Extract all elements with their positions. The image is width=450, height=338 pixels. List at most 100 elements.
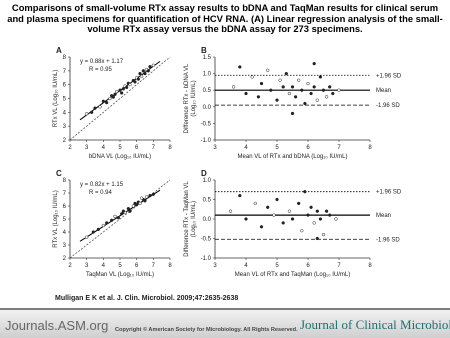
y-tick-label: 6 — [63, 83, 67, 89]
point — [231, 85, 236, 89]
point — [315, 209, 319, 213]
x-axis-label: Mean VL of RTx and TaqMan (Log₁₀ IU/mL) — [235, 272, 350, 278]
y-tick-label: 0.5 — [203, 198, 212, 204]
point — [334, 217, 338, 221]
x-tick-label: 6 — [135, 263, 139, 269]
annotation: R = 0.94 — [89, 190, 113, 196]
reference-label: +1.96 SD — [376, 190, 402, 196]
y-tick-label: 0.0 — [203, 105, 212, 111]
point — [315, 236, 319, 241]
point — [272, 213, 276, 217]
point — [108, 96, 112, 101]
footer-copyright: Copyright © American Society for Microbi… — [115, 326, 298, 333]
point — [120, 212, 124, 216]
x-tick-label: 2 — [68, 263, 72, 269]
y-tick-label: 4 — [63, 230, 67, 236]
point — [90, 110, 94, 114]
point — [269, 88, 273, 92]
point — [324, 209, 329, 213]
point — [121, 209, 125, 213]
figure-title: Comparisons of small-volume RTx assay re… — [7, 2, 443, 35]
y-tick-label: 6 — [63, 204, 67, 210]
point — [148, 193, 152, 198]
point — [98, 105, 102, 109]
panel-letter: D — [201, 169, 207, 178]
point — [238, 193, 242, 198]
y-tick-label: 7 — [63, 191, 67, 197]
point — [228, 209, 233, 213]
point — [85, 235, 89, 239]
point — [290, 85, 295, 89]
point — [256, 95, 261, 99]
point — [151, 192, 155, 196]
y-tick-label: 0.5 — [203, 88, 212, 94]
point — [116, 216, 120, 220]
x-tick-label: 8 — [368, 145, 372, 151]
point — [287, 209, 292, 213]
footer-site: Journals.ASM.org — [5, 318, 108, 333]
point — [148, 65, 152, 69]
point — [321, 232, 326, 237]
x-tick-label: 7 — [337, 145, 341, 151]
point — [141, 69, 145, 73]
y-tick-label: -1.0 — [201, 256, 212, 262]
point — [297, 201, 301, 206]
point — [101, 99, 105, 103]
point — [111, 95, 115, 99]
x-tick-label: 6 — [306, 145, 310, 151]
point — [250, 75, 254, 79]
point — [290, 217, 295, 221]
x-tick-label: 4 — [244, 145, 248, 151]
point — [133, 201, 137, 206]
citation: Mulligan E K et al. J. Clin. Microbiol. … — [55, 295, 238, 302]
x-tick-label: 7 — [152, 145, 156, 151]
point — [138, 71, 142, 76]
panel-letter: C — [56, 169, 62, 178]
point — [275, 197, 279, 202]
point — [281, 221, 285, 225]
point — [290, 111, 295, 116]
point — [284, 71, 288, 76]
point — [300, 229, 304, 233]
point — [266, 205, 270, 209]
point — [303, 101, 307, 106]
x-tick-label: 5 — [275, 263, 279, 269]
x-tick-label: 5 — [275, 145, 279, 151]
point — [120, 91, 124, 95]
y-tick-label: 8 — [63, 178, 67, 184]
point — [125, 85, 129, 90]
point — [85, 112, 89, 116]
point — [244, 91, 248, 96]
point — [309, 91, 313, 96]
identity-line — [69, 179, 171, 259]
y-tick-label: 1.0 — [203, 72, 212, 78]
point — [312, 85, 316, 89]
x-tick-label: 7 — [152, 263, 156, 269]
point — [315, 98, 319, 102]
y-tick-label: 2 — [63, 256, 67, 262]
y-tick-label: 4 — [63, 110, 67, 116]
point — [121, 87, 125, 91]
x-axis-label: Mean VL of RTx and bDNA (Log₁₀ IU/mL) — [238, 154, 348, 160]
point — [140, 74, 144, 79]
point — [96, 227, 100, 232]
footer-journal: Journal of Clinical Microbiology — [300, 317, 450, 332]
reference-label: -1.96 SD — [376, 237, 400, 243]
point — [244, 217, 248, 221]
point — [113, 92, 117, 96]
point — [238, 65, 242, 69]
y-tick-label: 7 — [63, 69, 67, 75]
point — [266, 68, 270, 72]
point — [328, 213, 332, 217]
y-tick-label: 5 — [63, 217, 67, 223]
point — [140, 196, 144, 200]
x-tick-label: 7 — [337, 263, 341, 269]
y-tick-label: -1.0 — [201, 138, 212, 144]
x-tick-label: 6 — [306, 263, 310, 269]
y-tick-label: 1.0 — [203, 178, 212, 184]
y-tick-label: 1.5 — [203, 55, 212, 61]
point — [278, 78, 282, 82]
point — [105, 221, 109, 225]
point — [259, 225, 264, 229]
